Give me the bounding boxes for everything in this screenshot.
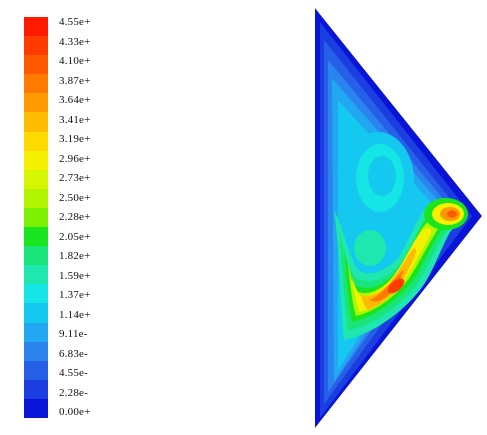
contour-band xyxy=(354,230,386,266)
legend-label: 4.10e+ xyxy=(59,55,91,67)
contour-band xyxy=(368,156,396,196)
legend-swatch xyxy=(24,360,48,380)
legend-label: 2.05e+ xyxy=(59,230,91,243)
contour-band xyxy=(360,248,417,310)
legend-swatch xyxy=(24,303,48,323)
legend-label: 2.96e+ xyxy=(59,152,91,165)
legend-label: 3.87e+ xyxy=(59,74,91,87)
legend-swatch xyxy=(24,36,48,56)
legend-label: 2.28e+ xyxy=(59,211,91,223)
colormap-legend-labels: 4.55e+ 4.33e+ 4.10e+ 3.87e+ 3.64e+ 3.41e+ 3.19… xyxy=(59,17,139,418)
legend-swatch xyxy=(24,93,48,113)
legend-swatch xyxy=(24,246,48,266)
legend-label: 1.82e+ xyxy=(59,250,91,262)
legend-label: 2.50e+ xyxy=(59,191,91,204)
legend-label: 1.37e+ xyxy=(59,289,91,301)
legend-swatch xyxy=(24,265,48,285)
legend-swatch xyxy=(24,112,48,132)
legend-swatch xyxy=(24,131,48,151)
legend-label: 1.14e+ xyxy=(59,308,91,321)
legend-label: 1.59e+ xyxy=(59,269,91,282)
contour-plot-canvas xyxy=(315,8,482,428)
legend-label: 2.73e+ xyxy=(59,172,91,184)
legend-swatch xyxy=(24,150,48,170)
legend-label: 2.28e- xyxy=(59,386,88,399)
contour-band xyxy=(352,227,432,312)
legend-swatch xyxy=(24,188,48,208)
legend-swatch xyxy=(24,227,48,247)
legend-label: 3.19e+ xyxy=(59,133,91,145)
legend-label: 3.41e+ xyxy=(59,113,91,126)
legend-label: 4.55e- xyxy=(59,367,88,379)
legend-label: 6.83e- xyxy=(59,347,88,360)
legend-swatch xyxy=(24,74,48,94)
legend-label: 0.00e+ xyxy=(59,406,91,418)
legend-label: 4.33e+ xyxy=(59,35,91,48)
legend-swatch xyxy=(24,284,48,304)
legend-swatch xyxy=(24,17,48,37)
contour-band xyxy=(387,278,405,294)
legend-swatch xyxy=(24,169,48,189)
legend-swatch xyxy=(24,379,48,399)
legend-label: 4.55e+ xyxy=(59,16,91,28)
legend-swatch xyxy=(24,322,48,342)
legend-swatch xyxy=(24,398,48,418)
legend-swatch xyxy=(24,341,48,361)
contour-plot xyxy=(300,0,487,435)
contour-band xyxy=(447,210,457,218)
contour-band xyxy=(370,270,404,302)
legend-label: 3.64e+ xyxy=(59,94,91,106)
legend-swatch xyxy=(24,207,48,228)
colormap-legend-bar xyxy=(24,17,48,418)
legend-label: 9.11e- xyxy=(59,328,88,340)
legend-swatch xyxy=(24,55,48,75)
